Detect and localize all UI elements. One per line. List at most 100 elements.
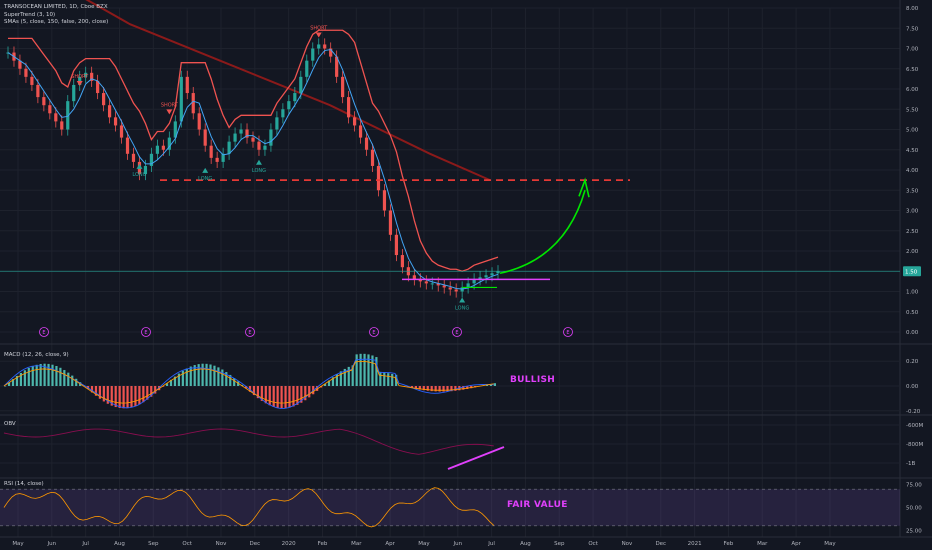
candle-body (251, 137, 255, 142)
candle-body (275, 117, 279, 130)
macd-histogram-bar (229, 374, 232, 386)
x-tick-label: Mar (757, 541, 768, 547)
candle-body (299, 76, 303, 94)
macd-histogram-bar (410, 386, 414, 389)
rsi-line (3, 487, 495, 528)
macd-histogram-bar (90, 386, 94, 393)
macd-histogram-bar (114, 386, 117, 408)
macd-histogram-bar (339, 371, 342, 386)
candle-body (72, 84, 76, 102)
macd-pane-label: MACD (12, 26, close, 9) (4, 352, 69, 358)
candle-body (311, 48, 315, 61)
x-tick-label: Feb (724, 541, 734, 547)
macd-histogram-bar (343, 368, 346, 386)
y-tick-label: 3.00 (906, 209, 919, 215)
candle-body (191, 93, 195, 114)
y-tick-label: 4.50 (906, 148, 919, 154)
macd-histogram-bar (260, 386, 263, 401)
candle-body (454, 289, 458, 292)
x-tick-label: Oct (588, 541, 598, 547)
macd-histogram-bar (126, 386, 129, 409)
candle-body (96, 80, 100, 94)
candle-body (382, 190, 387, 211)
x-tick-label: May (418, 541, 430, 547)
macd-histogram-bar (268, 386, 271, 406)
y-tick-label: 2.00 (906, 249, 919, 255)
short-signal-label: SHORT (310, 25, 328, 31)
last-price-tag (903, 266, 921, 277)
candle-body (155, 145, 159, 154)
candle-body (215, 157, 219, 162)
candle-body (143, 165, 148, 175)
short-signal-marker (166, 109, 173, 115)
bullish-annotation: BULLISH (510, 375, 556, 385)
y-tick-label: 7.50 (906, 26, 919, 32)
projection-arrow (499, 190, 586, 275)
earnings-marker (452, 327, 462, 337)
long-signal-marker (136, 163, 143, 169)
macd-histogram-bar (130, 386, 133, 408)
candle-body (466, 283, 470, 288)
candle-body (341, 76, 345, 98)
macd-histogram-bar (276, 386, 279, 408)
macd-histogram-bar (35, 364, 38, 386)
candle-body (36, 84, 40, 98)
macd-histogram-bar (244, 386, 248, 389)
macd-histogram-bar (272, 386, 275, 407)
chart-legend: TRANSOCEAN LIMITED, 1D, Cboe BZX SuperTr… (4, 4, 108, 27)
macd-histogram-bar (351, 365, 354, 386)
candle-body (460, 287, 464, 292)
candle-body (484, 275, 488, 278)
x-tick-label: Jun (452, 541, 462, 547)
rsi-y-tick-label: 75.00 (906, 483, 922, 489)
macd-histogram-bar (71, 375, 74, 386)
x-tick-label: Jun (47, 541, 57, 547)
macd-histogram-bar (442, 386, 445, 392)
candle-body (119, 125, 124, 138)
candle-body (54, 113, 58, 122)
macd-histogram-bar (11, 379, 15, 386)
candle-body (245, 129, 249, 138)
macd-histogram-bar (331, 377, 335, 386)
macd-histogram-bar (379, 371, 382, 386)
macd-histogram-bar (462, 386, 465, 390)
macd-histogram-bar (233, 378, 236, 386)
y-tick-label: 3.50 (906, 188, 919, 194)
candle-body (424, 281, 428, 284)
candle-body (305, 60, 309, 77)
macd-histogram-bar (201, 363, 204, 386)
macd-histogram-bar (197, 364, 200, 386)
candle-body (490, 273, 494, 276)
macd-histogram-bar (375, 357, 378, 386)
candle-body (436, 283, 440, 286)
candle-body (472, 279, 476, 284)
macd-histogram-bar (304, 386, 307, 401)
candle-body (161, 145, 165, 150)
macd-histogram-bar (150, 386, 153, 397)
candle-body (239, 129, 243, 134)
macd-histogram-bar (110, 386, 113, 406)
earnings-marker-label: E (372, 330, 375, 336)
legend-sma: SMAs (5, close, 150, false, 200, close) (4, 19, 109, 25)
candle-body (125, 137, 130, 154)
macd-histogram-bar (39, 363, 42, 386)
macd-histogram-bar (55, 366, 58, 386)
candle-body (335, 56, 339, 77)
macd-histogram-bar (189, 366, 192, 386)
earnings-marker (245, 327, 255, 337)
y-tick-label: 6.50 (906, 67, 919, 73)
obv-line (3, 428, 494, 455)
macd-histogram-bar (98, 386, 101, 399)
obv-y-tick-label: -800M (906, 442, 923, 448)
macd-histogram-bar (15, 375, 19, 386)
macd-histogram-bar (363, 353, 366, 386)
earnings-marker (141, 327, 151, 337)
macd-histogram-bar (335, 374, 338, 386)
x-tick-label: Sep (554, 541, 565, 547)
candle-body (347, 97, 351, 118)
macd-histogram-bar (59, 367, 62, 386)
x-tick-label: Jul (487, 541, 495, 547)
x-tick-label: Aug (114, 541, 125, 547)
candle-body (358, 125, 363, 138)
